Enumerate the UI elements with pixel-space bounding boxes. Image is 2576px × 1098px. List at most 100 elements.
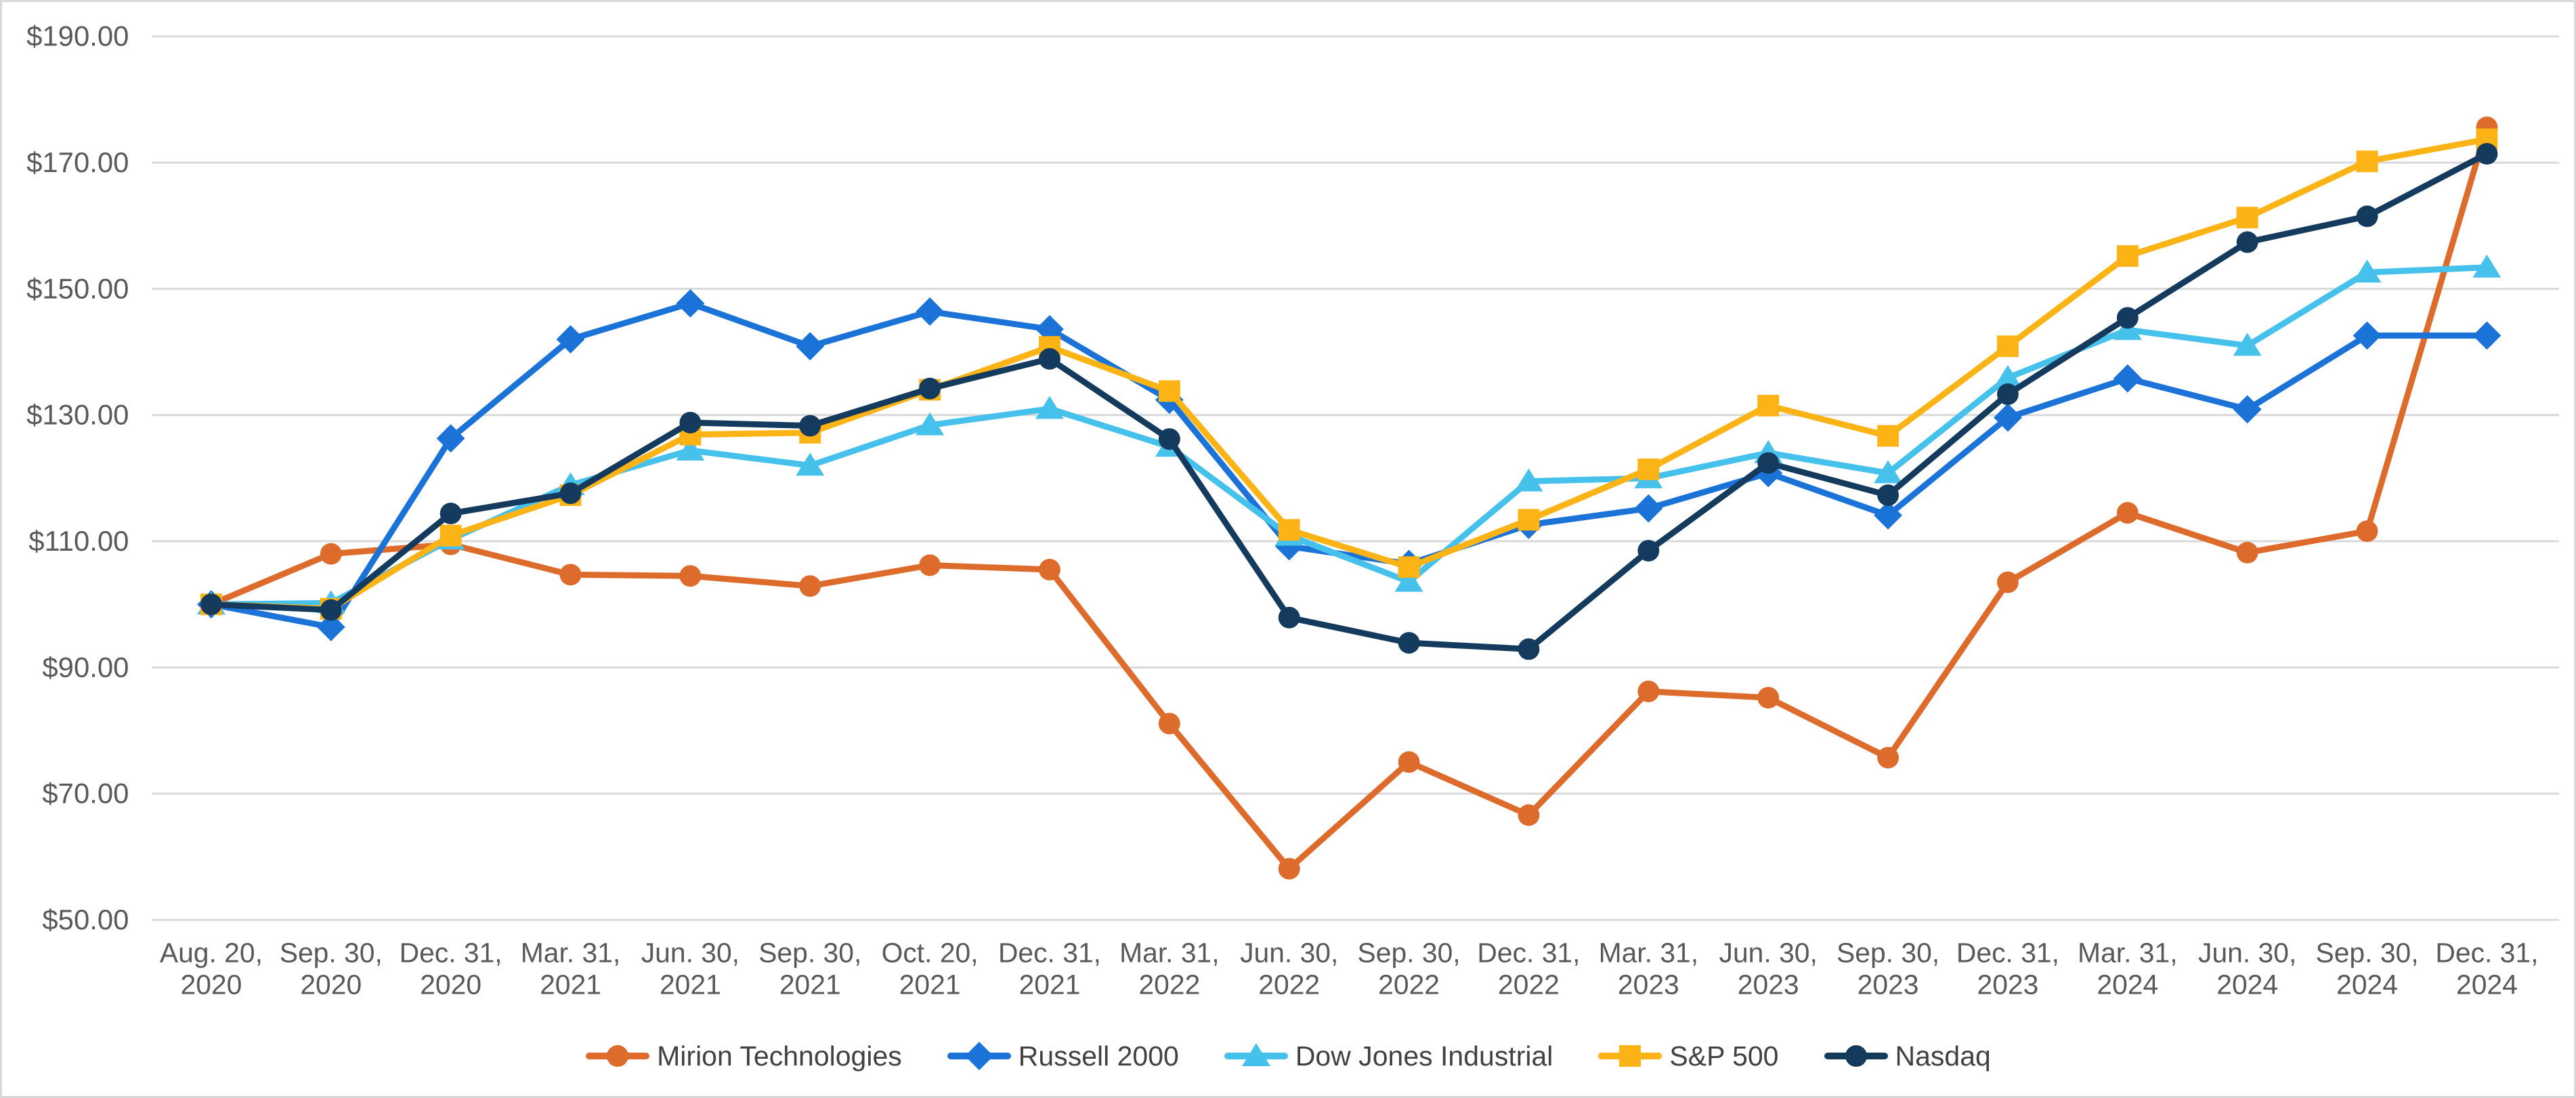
mirion-technologies-data-point bbox=[1518, 804, 1540, 826]
dow-jones-industrial-data-point bbox=[2233, 333, 2262, 356]
x-axis-tick-label: Dec. 31, 2021 bbox=[998, 937, 1101, 1000]
nasdaq-data-point bbox=[320, 599, 342, 621]
x-axis-tick-label: Sep. 30, 2021 bbox=[758, 937, 861, 1000]
s-p-500-data-point bbox=[2116, 245, 2139, 267]
series-dow-jones-industrial bbox=[196, 254, 2502, 615]
nasdaq-data-point bbox=[1518, 638, 1540, 660]
legend-label: Mirion Technologies bbox=[657, 1040, 902, 1072]
series-line-s-p-500 bbox=[208, 136, 2490, 612]
x-axis-tick-label: Dec. 31, 2020 bbox=[400, 937, 502, 1000]
mirion-technologies-data-point bbox=[1039, 559, 1060, 580]
mirion-technologies-data-point bbox=[320, 543, 342, 565]
x-axis-tick-label: Jun. 30, 2022 bbox=[1240, 937, 1338, 1000]
legend-item-s-p-500: S&P 500 bbox=[1597, 1040, 1779, 1072]
legend-label: S&P 500 bbox=[1669, 1040, 1779, 1072]
nasdaq-data-point bbox=[1398, 632, 1420, 654]
dow-jones-industrial-data-point bbox=[1874, 460, 1902, 484]
s-p-500-data-point bbox=[2236, 207, 2258, 229]
russell-2000-data-point bbox=[2353, 321, 2382, 350]
nasdaq-data-point bbox=[1278, 606, 1300, 629]
mirion-technologies-legend-marker-icon bbox=[586, 1045, 650, 1067]
dow-jones-industrial-legend-marker-icon bbox=[1224, 1043, 1288, 1066]
nasdaq-data-point bbox=[439, 503, 462, 524]
x-axis-tick-label: Dec. 31, 2023 bbox=[1956, 937, 2059, 1000]
dow-jones-industrial-data-point bbox=[916, 412, 945, 436]
legend-item-mirion-technologies: Mirion Technologies bbox=[585, 1040, 902, 1072]
nasdaq-data-point bbox=[1997, 383, 2019, 405]
y-axis-tick-label: $190.00 bbox=[26, 20, 129, 52]
russell-2000-data-point bbox=[2113, 364, 2142, 393]
russell-2000-data-point bbox=[796, 332, 825, 361]
nasdaq-data-point bbox=[559, 482, 582, 505]
s-p-500-data-point bbox=[1398, 556, 1420, 578]
series-s-p-500 bbox=[200, 128, 2498, 620]
s-p-500-legend-marker-icon bbox=[1598, 1045, 1662, 1067]
nasdaq-data-point bbox=[919, 377, 941, 400]
mirion-technologies-data-point bbox=[1997, 571, 2019, 593]
dow-jones-industrial-data-point bbox=[1994, 364, 2022, 388]
mirion-technologies-data-point bbox=[1637, 680, 1660, 702]
nasdaq-data-point bbox=[679, 411, 702, 434]
chart-legend: Mirion Technologies Russell 2000 Dow Jones… bbox=[2, 1034, 2574, 1078]
mirion-technologies-data-point bbox=[1278, 858, 1300, 880]
s-p-500-data-point bbox=[1158, 380, 1180, 402]
series-line-nasdaq bbox=[208, 150, 2490, 652]
mirion-technologies-data-point bbox=[1757, 687, 1780, 709]
s-p-500-data-point bbox=[1757, 394, 1780, 417]
mirion-technologies-data-point bbox=[799, 575, 821, 597]
mirion-technologies-data-point bbox=[559, 564, 582, 586]
mirion-technologies-data-point bbox=[1877, 746, 1899, 769]
legend-label: Russell 2000 bbox=[1018, 1040, 1179, 1072]
mirion-technologies-data-point bbox=[1398, 751, 1420, 774]
series-russell-2000 bbox=[196, 289, 2502, 641]
russell-2000-data-point bbox=[2233, 395, 2262, 424]
legend-item-russell-2000: Russell 2000 bbox=[947, 1040, 1179, 1072]
x-axis-tick-label: Jun. 30, 2021 bbox=[641, 937, 739, 1000]
mirion-technologies-data-point bbox=[2356, 520, 2378, 543]
x-axis-tick-label: Aug. 20, 2020 bbox=[160, 937, 263, 1000]
s-p-500-data-point bbox=[1278, 519, 1300, 541]
s-p-500-data-point bbox=[439, 524, 462, 547]
dow-jones-industrial-data-point bbox=[1394, 568, 1423, 592]
russell-2000-data-point bbox=[676, 289, 705, 318]
nasdaq-data-point bbox=[1637, 540, 1660, 562]
mirion-technologies-data-point bbox=[919, 554, 941, 576]
dow-jones-industrial-data-point bbox=[1035, 396, 1064, 419]
mirion-technologies-data-point bbox=[1158, 713, 1180, 735]
x-axis-tick-label: Oct. 20, 2021 bbox=[882, 937, 979, 1000]
nasdaq-data-point bbox=[799, 415, 821, 437]
y-axis-tick-label: $150.00 bbox=[26, 272, 129, 304]
s-p-500-data-point bbox=[1518, 509, 1540, 531]
x-axis-tick-label: Jun. 30, 2024 bbox=[2198, 937, 2296, 1000]
x-axis-tick-label: Mar. 31, 2022 bbox=[1119, 937, 1220, 1000]
y-axis-tick-label: $130.00 bbox=[26, 399, 129, 431]
nasdaq-data-point bbox=[1757, 452, 1780, 474]
s-p-500-data-point bbox=[2356, 150, 2378, 173]
russell-2000-data-point bbox=[916, 297, 945, 326]
x-axis-tick-label: Sep. 30, 2020 bbox=[280, 937, 383, 1000]
nasdaq-data-point bbox=[2356, 205, 2378, 228]
mirion-technologies-data-point bbox=[2236, 541, 2258, 564]
russell-2000-legend-marker-icon bbox=[947, 1042, 1011, 1070]
nasdaq-data-point bbox=[2476, 143, 2498, 165]
dow-jones-industrial-data-point bbox=[1514, 468, 1543, 492]
series-line-mirion-technologies bbox=[208, 124, 2490, 872]
s-p-500-data-point bbox=[1877, 425, 1899, 447]
mirion-technologies-data-point bbox=[2116, 502, 2139, 524]
x-axis-tick-label: Sep. 30, 2022 bbox=[1358, 937, 1461, 1000]
russell-2000-data-point bbox=[1634, 494, 1663, 523]
x-axis-tick-label: Jun. 30, 2023 bbox=[1719, 937, 1818, 1000]
x-axis-tick-label: Dec. 31, 2024 bbox=[2435, 937, 2538, 1000]
x-axis-tick-label: Mar. 31, 2021 bbox=[521, 937, 621, 1000]
dow-jones-industrial-data-point bbox=[2353, 259, 2382, 283]
legend-label: Nasdaq bbox=[1895, 1040, 1991, 1072]
x-axis-tick-label: Sep. 30, 2024 bbox=[2316, 937, 2419, 1000]
dow-jones-industrial-data-point bbox=[676, 437, 705, 461]
nasdaq-data-point bbox=[1877, 484, 1899, 506]
nasdaq-data-point bbox=[1158, 428, 1180, 450]
nasdaq-data-point bbox=[2236, 231, 2258, 253]
x-axis-tick-label: Mar. 31, 2024 bbox=[2078, 937, 2178, 1000]
russell-2000-data-point bbox=[2472, 321, 2502, 350]
x-axis-tick-label: Mar. 31, 2023 bbox=[1599, 937, 1699, 1000]
